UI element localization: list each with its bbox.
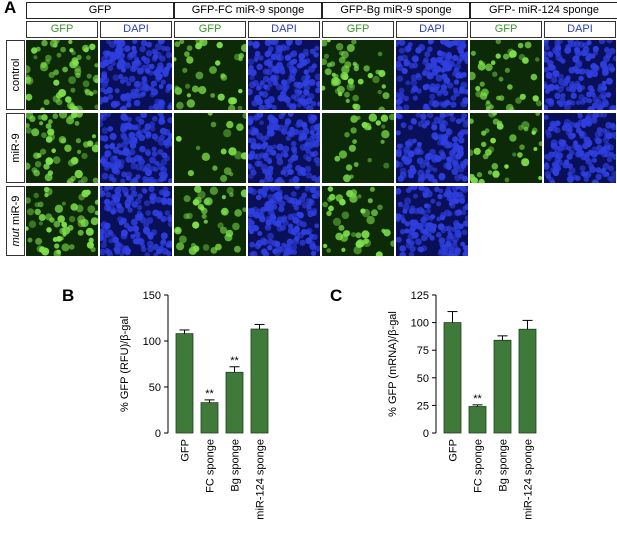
y-tick-label-c-4: 100	[411, 318, 429, 330]
micrograph-dapi-r2-c2	[396, 186, 468, 256]
bar-c-3	[518, 328, 537, 434]
micrograph-dapi-r0-c2	[396, 40, 468, 110]
bar-chart-b: 0 50 100 150 % GFP (RFU)/β-gal GFP ** FC sponge…	[90, 285, 300, 531]
y-tick-label-b-0: 0	[155, 428, 161, 440]
channel-header-0-gfp: GFP	[26, 21, 98, 38]
bar-c-1	[468, 406, 487, 434]
x-tick-label-b-2: Bg sponge	[230, 439, 242, 492]
x-tick-label-b-0: GFP	[180, 439, 192, 462]
channel-header-0-dapi: DAPI	[100, 21, 172, 38]
y-tick-label-b-3: 150	[143, 290, 161, 302]
micrograph-dapi-r1-c3	[544, 113, 616, 183]
x-tick-label-c-0: GFP	[448, 439, 460, 462]
micrograph-dapi-r1-c0	[100, 113, 172, 183]
micrograph-dapi-r2-c1	[248, 186, 320, 256]
channel-header-3-gfp: GFP	[470, 21, 542, 38]
chart-svg-c: 0 25 50 75 100 125 % GFP (mRNA)/β-gal GFP ** FC s…	[387, 290, 537, 520]
significance-c-1: **	[473, 393, 482, 405]
bar-chart-c: 0 25 50 75 100 125 % GFP (mRNA)/β-gal GFP ** FC s…	[358, 285, 568, 531]
x-tick-label-b-3: miR-124 sponge	[255, 439, 267, 520]
significance-b-2: **	[230, 355, 239, 367]
y-tick-label-b-1: 50	[149, 382, 161, 394]
x-tick-label-c-2: Bg sponge	[498, 439, 510, 492]
micrograph-gfp-r0-c0	[26, 40, 98, 110]
bar-c-2	[493, 339, 512, 434]
bar-b-1	[200, 402, 219, 434]
micrograph-gfp-r2-c2	[322, 186, 394, 256]
y-tick-label-b-2: 100	[143, 336, 161, 348]
micrograph-dapi-r2-c0	[100, 186, 172, 256]
construct-header-1: GFP-FC miR-9 sponge	[174, 2, 322, 19]
chart-svg-b: 0 50 100 150 % GFP (RFU)/β-gal GFP ** FC sponge…	[119, 290, 269, 520]
micrograph-gfp-r0-c2	[322, 40, 394, 110]
micrograph-dapi-r1-c2	[396, 113, 468, 183]
x-tick-label-c-1: FC sponge	[473, 439, 485, 493]
y-tick-label-c-2: 50	[417, 373, 429, 385]
channel-header-3-dapi: DAPI	[544, 21, 616, 38]
panel-b-letter: B	[62, 286, 75, 305]
bar-b-0	[175, 333, 194, 434]
micrograph-dapi-r0-c1	[248, 40, 320, 110]
construct-header-3: GFP- miR-124 sponge	[470, 2, 617, 19]
row-label-0: control	[6, 40, 25, 110]
x-tick-label-c-3: miR-124 sponge	[523, 439, 535, 520]
y-tick-label-c-0: 0	[423, 428, 429, 440]
significance-b-1: **	[205, 388, 214, 400]
row-label-1: miR-9	[6, 113, 25, 183]
micrograph-dapi-r1-c1	[248, 113, 320, 183]
channel-header-1-gfp: GFP	[174, 21, 246, 38]
construct-header-0: GFP	[26, 2, 174, 19]
micrograph-dapi-r0-c0	[100, 40, 172, 110]
micrograph-gfp-r1-c3	[470, 113, 542, 183]
y-tick-label-c-1: 25	[417, 400, 429, 412]
panel-c-letter: C	[330, 286, 343, 305]
channel-header-2-gfp: GFP	[322, 21, 394, 38]
y-axis-label-c: % GFP (mRNA)/β-gal	[387, 311, 399, 417]
bar-c-0	[443, 322, 462, 434]
channel-header-2-dapi: DAPI	[396, 21, 468, 38]
construct-header-2: GFP-Bg miR-9 sponge	[322, 2, 470, 19]
micrograph-gfp-r1-c0	[26, 113, 98, 183]
y-axis-label-b: % GFP (RFU)/β-gal	[119, 316, 131, 412]
y-tick-label-c-5: 125	[411, 290, 429, 302]
micrograph-dapi-r0-c3	[544, 40, 616, 110]
bar-b-3	[250, 328, 269, 434]
row-label-2: mut miR-9	[6, 186, 25, 256]
micrograph-gfp-r2-c0	[26, 186, 98, 256]
y-tick-label-c-3: 75	[417, 345, 429, 357]
micrograph-gfp-r1-c1	[174, 113, 246, 183]
panel-a-letter: A	[4, 0, 17, 17]
micrograph-gfp-r0-c3	[470, 40, 542, 110]
micrograph-gfp-r1-c2	[322, 113, 394, 183]
bar-b-2	[225, 371, 244, 434]
channel-header-1-dapi: DAPI	[248, 21, 320, 38]
micrograph-gfp-r0-c1	[174, 40, 246, 110]
micrograph-gfp-r2-c1	[174, 186, 246, 256]
x-tick-label-b-1: FC sponge	[205, 439, 217, 493]
